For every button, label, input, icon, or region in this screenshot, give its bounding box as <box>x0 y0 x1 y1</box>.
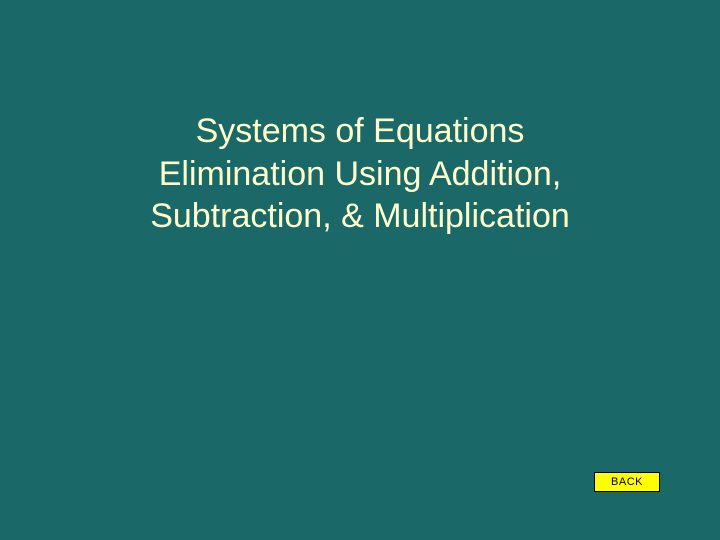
slide-title: Systems of Equations Elimination Using A… <box>0 110 720 238</box>
back-button[interactable]: BACK <box>594 472 660 492</box>
title-line-2: Elimination Using Addition, <box>0 153 720 196</box>
title-line-1: Systems of Equations <box>0 110 720 153</box>
title-line-3: Subtraction, & Multiplication <box>0 195 720 238</box>
slide-container: Systems of Equations Elimination Using A… <box>0 0 720 540</box>
